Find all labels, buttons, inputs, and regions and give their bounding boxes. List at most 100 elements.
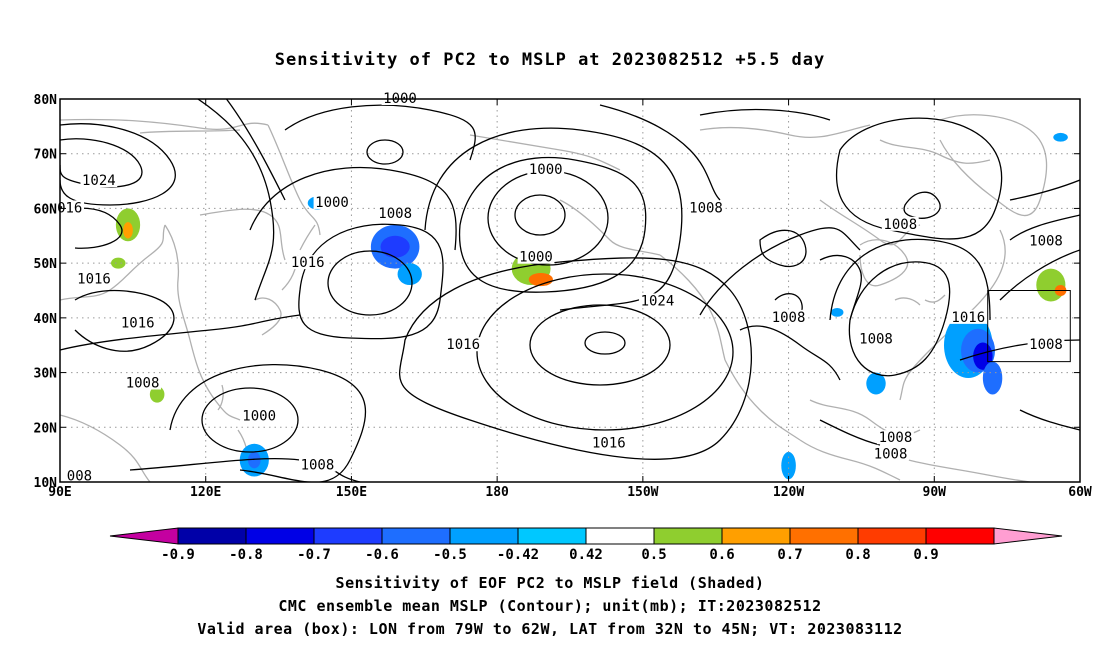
x-tick-label: 150W (627, 485, 658, 500)
map-title: Sensitivity of PC2 to MSLP at 2023082512… (274, 50, 826, 70)
contour-label-bg (119, 315, 157, 330)
contour-label: 1016 (77, 272, 111, 288)
colorbar-label: 0.42 (569, 547, 603, 563)
colorbar-low-cap (109, 527, 179, 545)
contour-label-bg (289, 255, 327, 270)
colorbar-label: -0.6 (365, 547, 399, 563)
colorbar-label: -0.8 (229, 547, 263, 563)
colorbar-swatch (789, 527, 859, 545)
colorbar-swatch (449, 527, 519, 545)
caption-valid-area: Valid area (box): LON from 79W to 62W, L… (197, 620, 903, 638)
lat-lon-grid (60, 99, 1080, 482)
contour-label: 1016 (592, 436, 626, 452)
colorbar-label: 0.9 (913, 547, 938, 563)
contour-label-bg (381, 91, 419, 105)
shaded-region (830, 308, 844, 317)
shaded-region (123, 222, 133, 239)
contour-label-bg (590, 435, 628, 450)
contour-label: 1000 (315, 195, 349, 211)
shaded-region (1036, 268, 1066, 302)
contour-label: 1000 (529, 162, 563, 178)
contour-label-bg (444, 337, 482, 352)
contour-label-bg (1027, 233, 1065, 248)
contour-label: 1000 (519, 250, 553, 266)
contour-label: 1008 (1029, 337, 1063, 353)
x-tick-label: 150E (336, 485, 367, 500)
y-tick-label: 40N (34, 312, 58, 327)
colorbar-swatch (653, 527, 723, 545)
contour-label-bg (299, 457, 336, 472)
colorbar-high-cap (993, 527, 1063, 545)
contour-label-bg (857, 331, 895, 346)
colorbar-swatch (517, 527, 587, 545)
x-tick-label: 180 (485, 485, 509, 500)
caption-shaded: Sensitivity of EOF PC2 to MSLP field (Sh… (335, 574, 765, 592)
contour-label-bg (376, 205, 414, 220)
y-tick-label: 10N (34, 476, 58, 491)
contour-label: 1024 (641, 293, 675, 309)
shaded-region (866, 372, 886, 395)
contour-label-bg (313, 194, 351, 209)
contour-label-bg (1027, 337, 1065, 352)
contour-label-bg (687, 200, 725, 215)
colorbar-swatch (925, 527, 995, 545)
contour-label-bg (527, 162, 565, 177)
contour-label: 1008 (689, 200, 723, 216)
colorbar-swatch (585, 527, 655, 545)
contour-label: 016 (57, 200, 82, 216)
contour-label-bg (881, 216, 919, 231)
contour-label: 1008 (879, 430, 913, 446)
map-axes: 90E 120E 150E 180 150W 120W 90W 60W 10N 20N 30N 40N… (34, 93, 1092, 500)
x-tick-label: 120E (190, 485, 221, 500)
shaded-region (149, 386, 165, 403)
contour-label: 1016 (291, 255, 325, 271)
contour-label-bg (639, 293, 676, 308)
colorbar-label: 0.5 (641, 547, 666, 563)
shaded-region (781, 451, 796, 480)
colorbar-swatch (857, 527, 927, 545)
contour-label-bg (55, 200, 85, 215)
contour-label-bg (80, 173, 118, 188)
mslp-contours (60, 99, 1080, 482)
shaded-region (111, 257, 126, 269)
x-tick-label: 60W (1068, 485, 1092, 500)
contour-label-bg (517, 249, 555, 264)
contour-label-bg (949, 309, 987, 324)
colorbar-label: -0.9 (161, 547, 195, 563)
valid-area-box (987, 290, 1071, 363)
x-tick-label: 120W (773, 485, 804, 500)
contour-label: 1016 (446, 337, 480, 353)
colorbar-label: 0.7 (777, 547, 802, 563)
y-tick-label: 60N (34, 202, 58, 217)
contour-label: 1008 (859, 332, 893, 348)
contour-label-bg (770, 309, 807, 324)
contour-label: 1008 (874, 447, 908, 463)
shaded-region (982, 361, 1003, 395)
y-tick-label: 50N (34, 257, 58, 272)
contour-label: 1008 (126, 376, 160, 392)
y-tick-label: 20N (34, 421, 58, 436)
contour-label-bg (877, 430, 914, 445)
contour-label-bg (75, 271, 113, 286)
colorbar-swatch (245, 527, 315, 545)
contour-label-bg (240, 408, 278, 423)
colorbar-label: -0.5 (433, 547, 467, 563)
x-tick-label: 90W (923, 485, 947, 500)
x-tick-label: 90E (48, 485, 71, 500)
contour-label: 1008 (772, 310, 806, 326)
contour-label: 1008 (1029, 233, 1063, 249)
colorbar: -0.9 -0.8 -0.7 -0.6 -0.5 -0.42 0.42 0.5 0.6 0.7 0.… (109, 527, 1063, 563)
contour-label: 1008 (883, 217, 917, 233)
contour-label-bg (65, 468, 94, 483)
shaded-region (380, 235, 410, 258)
contour-label: 1008 (301, 458, 335, 474)
contour-label: 1024 (82, 173, 116, 189)
caption-contour: CMC ensemble mean MSLP (Contour); unit(m… (278, 597, 822, 615)
map-frame (59, 98, 1081, 483)
y-tick-label: 30N (34, 367, 58, 382)
shaded-region (247, 451, 261, 469)
colorbar-swatch (721, 527, 791, 545)
contour-label-bg (124, 375, 161, 390)
contour-label-bg (872, 446, 909, 461)
